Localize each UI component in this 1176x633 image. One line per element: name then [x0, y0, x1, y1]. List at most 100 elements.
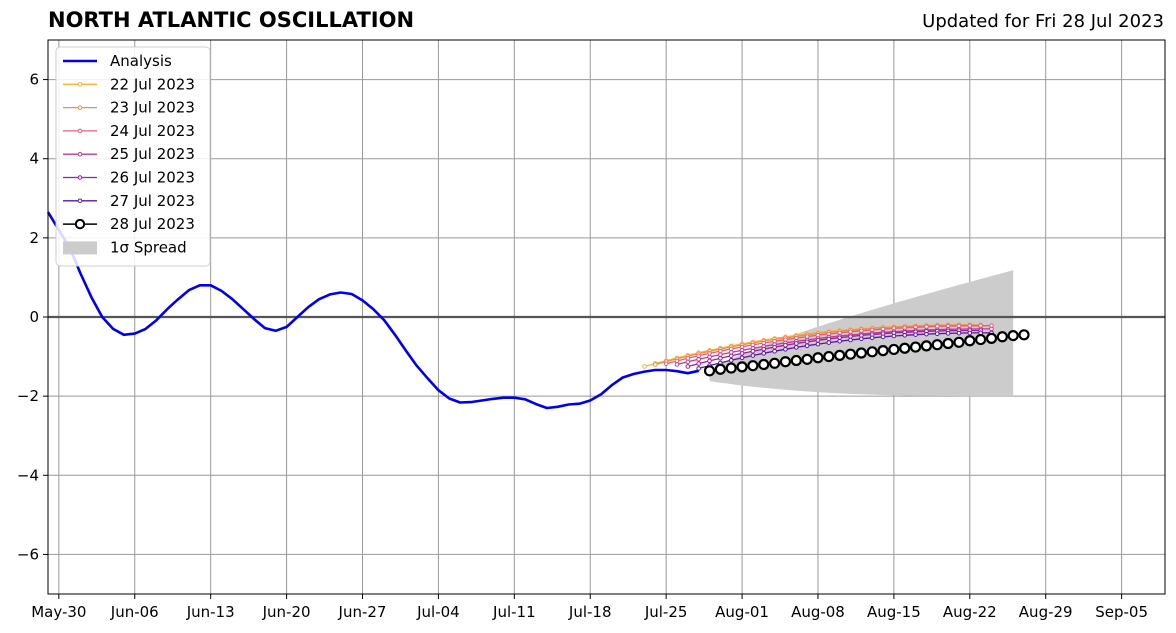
legend-marker	[77, 128, 83, 134]
legend-label: 27 Jul 2023	[110, 192, 195, 210]
legend-marker	[77, 198, 83, 204]
latest-forecast-point	[736, 361, 748, 373]
forecast-point	[696, 361, 701, 366]
y-tick-label: −4	[17, 466, 39, 484]
latest-forecast-point	[931, 339, 943, 351]
series-lines	[46, 211, 1030, 410]
legend-marker	[74, 218, 86, 230]
legend-marker	[77, 82, 83, 87]
x-tick-label: Aug-22	[943, 603, 997, 621]
x-tick-label: Jun-27	[338, 603, 387, 621]
y-tick-label: 0	[29, 308, 39, 326]
forecast-point	[696, 366, 701, 371]
legend-marker	[77, 105, 83, 110]
latest-forecast-point	[1018, 329, 1030, 341]
forecast-point	[989, 326, 994, 332]
latest-forecast-point	[812, 352, 824, 364]
latest-forecast-point	[758, 358, 770, 371]
x-tick-label: Jun-20	[262, 603, 311, 621]
forecast-point	[869, 335, 875, 341]
forecast-point	[750, 353, 756, 358]
latest-forecast-point	[975, 333, 987, 346]
forecast-point	[956, 330, 962, 336]
forecast-point	[663, 361, 669, 366]
forecast-point	[793, 341, 799, 346]
latest-forecast-point	[844, 348, 857, 360]
legend-label: 25 Jul 2023	[110, 145, 195, 163]
forecast-point	[772, 344, 777, 350]
forecast-line	[698, 332, 992, 370]
forecast-point	[772, 348, 777, 354]
forecast-point	[707, 354, 712, 360]
forecast-point	[837, 338, 842, 344]
x-tick-label: Aug-01	[715, 603, 769, 621]
legend-label: 26 Jul 2023	[110, 169, 195, 187]
forecast-point	[739, 351, 745, 356]
forecast-point	[945, 331, 951, 336]
x-tick-label: Jul-04	[416, 603, 460, 621]
latest-forecast-point	[747, 360, 759, 372]
latest-forecast-point	[953, 336, 965, 348]
analysis-line	[46, 211, 699, 410]
latest-forecast-point	[834, 349, 846, 361]
latest-forecast-point	[801, 353, 813, 365]
latest-forecast-point	[920, 340, 933, 352]
forecast-point	[674, 362, 680, 367]
forecast-line	[687, 329, 981, 368]
forecast-point	[815, 341, 821, 347]
forecast-point	[783, 342, 788, 348]
forecast-point	[653, 362, 658, 367]
forecast-point	[967, 330, 973, 336]
latest-forecast-point	[855, 347, 867, 359]
latest-forecast-point	[996, 331, 1008, 343]
latest-forecast-point	[714, 363, 726, 375]
forecast-point	[891, 333, 897, 339]
forecast-point	[902, 332, 908, 338]
forecast-point	[848, 337, 853, 343]
legend-label: 23 Jul 2023	[110, 99, 195, 117]
latest-forecast-point	[909, 341, 922, 353]
legend-box	[55, 46, 211, 267]
forecast-point	[761, 346, 767, 352]
x-tick-label: Sep-05	[1095, 603, 1148, 621]
forecast-point	[696, 357, 701, 362]
y-tick-label: 4	[29, 150, 39, 168]
latest-forecast-point	[888, 343, 900, 356]
forecast-point	[642, 364, 647, 369]
latest-forecast-point	[790, 354, 802, 367]
page-title: NORTH ATLANTIC OSCILLATION	[48, 8, 415, 32]
y-tick-label: −6	[17, 545, 39, 563]
forecast-point	[815, 338, 821, 343]
forecast-point	[718, 352, 723, 357]
latest-forecast-point	[1007, 329, 1019, 342]
forecast-point	[859, 336, 864, 342]
forecast-point	[707, 358, 712, 364]
legend-label: Analysis	[110, 52, 172, 70]
latest-forecast-point	[899, 342, 911, 354]
forecast-point	[880, 334, 886, 340]
latest-forecast-point	[823, 350, 835, 363]
latest-forecast-point	[768, 357, 781, 369]
legend-label: 22 Jul 2023	[110, 75, 195, 93]
legend-label: 28 Jul 2023	[110, 215, 195, 233]
y-tick-label: −2	[17, 387, 39, 405]
latest-forecast-point	[779, 356, 792, 368]
forecast-point	[804, 339, 810, 345]
forecast-point	[783, 346, 788, 352]
latest-forecast-point	[703, 365, 716, 377]
y-axis: −6 −4 −2 0 2 4 6	[17, 71, 48, 563]
latest-forecast-point	[985, 332, 998, 344]
forecast-point	[685, 364, 691, 369]
y-tick-label: 2	[29, 229, 39, 247]
x-tick-label: Jun-13	[186, 603, 235, 621]
legend-marker	[77, 151, 83, 157]
forecast-point	[750, 348, 756, 354]
latest-forecast-point	[964, 335, 976, 347]
forecast-point	[761, 351, 767, 356]
legend-label: 24 Jul 2023	[110, 122, 195, 140]
x-tick-label: Jul-11	[492, 603, 536, 621]
y-tick-label: 6	[29, 71, 39, 89]
legend-swatch	[63, 241, 97, 255]
forecast-point	[793, 345, 799, 350]
